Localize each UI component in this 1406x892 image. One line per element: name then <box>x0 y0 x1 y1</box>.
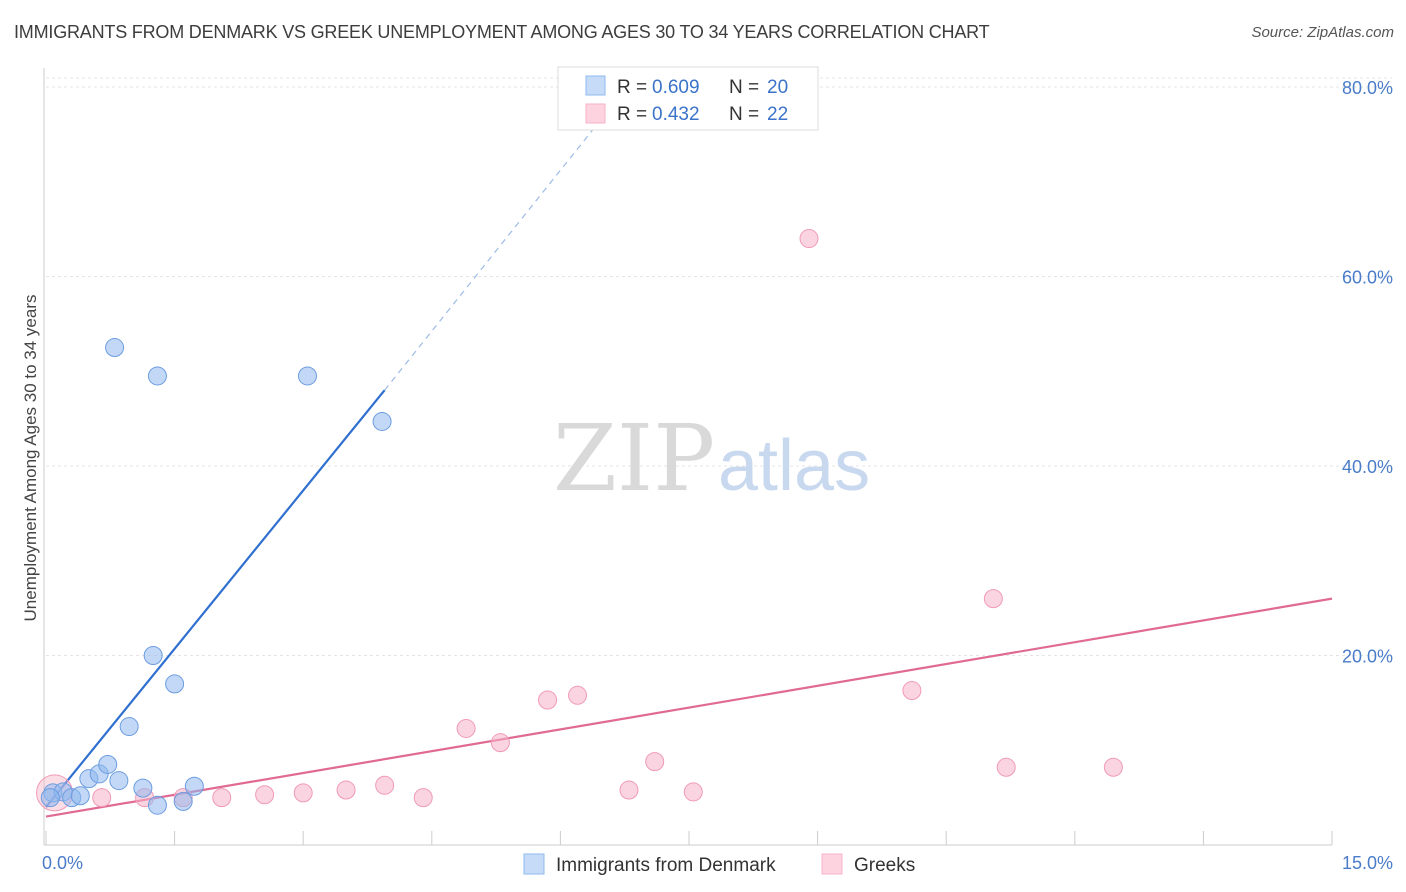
bottom-legend-swatch-greeks <box>821 853 843 875</box>
y-tick-label: 60.0% <box>1342 267 1393 287</box>
data-point-greeks <box>683 782 703 802</box>
data-point-greeks <box>413 788 433 808</box>
data-point-greeks <box>293 783 313 803</box>
data-point-greeks <box>212 788 232 808</box>
y-axis-label: Unemployment Among Ages 30 to 34 years <box>21 295 40 622</box>
trend-line-denmark-extension <box>384 105 613 391</box>
chart-title: IMMIGRANTS FROM DENMARK VS GREEK UNEMPLO… <box>14 22 990 42</box>
legend-r-label: R = <box>617 77 647 98</box>
legend-r-value-greeks: 0.432 <box>652 104 700 125</box>
data-point-denmark <box>70 786 90 806</box>
bottom-legend-label-greeks: Greeks <box>854 855 915 876</box>
data-point-greeks <box>645 752 665 772</box>
data-point-greeks <box>490 733 510 753</box>
data-point-denmark <box>98 754 118 774</box>
trend-line-denmark <box>45 389 386 808</box>
data-point-greeks <box>1103 757 1123 777</box>
data-point-denmark <box>165 674 185 694</box>
correlation-legend: R = 0.609 N = 20 R = 0.432 N = 22 <box>557 66 819 131</box>
data-point-greeks <box>255 785 275 805</box>
data-point-greeks <box>336 780 356 800</box>
y-tick-label: 20.0% <box>1342 646 1393 666</box>
x-tick-labels: 0.0% 15.0% <box>42 853 1393 873</box>
data-point-denmark <box>143 645 163 665</box>
data-point-denmark <box>184 776 204 796</box>
legend-swatch-denmark <box>585 75 606 96</box>
y-tick-label: 40.0% <box>1342 457 1393 477</box>
data-point-denmark <box>109 771 129 791</box>
watermark: ZIP atlas <box>553 405 870 512</box>
data-point-greeks <box>996 757 1016 777</box>
trend-line-greeks <box>45 597 1333 818</box>
legend-swatch-greeks <box>585 103 606 124</box>
data-point-greeks <box>568 685 588 705</box>
x-tick-label: 15.0% <box>1342 853 1393 873</box>
watermark-zip: ZIP <box>553 405 715 512</box>
trend-lines <box>45 105 1333 818</box>
data-point-greeks <box>538 690 558 710</box>
data-point-greeks <box>619 780 639 800</box>
data-point-denmark <box>119 717 139 737</box>
legend-n-value-denmark: 20 <box>767 77 788 98</box>
series-legend: Immigrants from Denmark Greeks <box>523 853 915 876</box>
data-point-denmark <box>105 338 125 358</box>
data-point-greeks <box>983 589 1003 609</box>
data-point-denmark <box>147 366 167 386</box>
watermark-atlas: atlas <box>718 426 870 506</box>
data-points <box>36 229 1123 815</box>
gridlines <box>46 77 1392 656</box>
data-point-denmark <box>173 791 193 811</box>
data-point-greeks <box>456 718 476 738</box>
legend-r-value-denmark: 0.609 <box>652 77 700 98</box>
legend-r-label-2: R = <box>617 104 647 125</box>
bottom-legend-swatch-denmark <box>523 853 545 875</box>
data-point-greeks <box>92 788 112 808</box>
data-point-denmark <box>133 778 153 798</box>
source-label: Source: ZipAtlas.com <box>1251 24 1394 41</box>
data-point-greeks <box>902 681 922 701</box>
y-tick-labels: 20.0% 40.0% 60.0% 80.0% <box>1342 78 1393 667</box>
legend-n-label-2: N = <box>729 104 759 125</box>
legend-n-label: N = <box>729 77 759 98</box>
data-point-denmark <box>372 411 392 431</box>
data-point-denmark <box>40 788 60 808</box>
bottom-legend-label-denmark: Immigrants from Denmark <box>556 855 776 876</box>
data-point-denmark <box>147 795 167 815</box>
x-tick-label: 0.0% <box>42 853 83 873</box>
data-point-greeks <box>375 775 395 795</box>
data-point-denmark <box>297 366 317 386</box>
y-tick-label: 80.0% <box>1342 78 1393 98</box>
axes <box>43 68 1333 846</box>
data-point-greeks <box>799 229 819 249</box>
legend-n-value-greeks: 22 <box>767 104 788 125</box>
